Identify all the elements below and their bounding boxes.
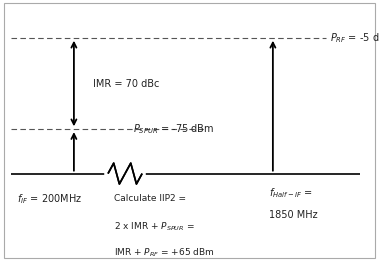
- Text: $f_{Half-IF}$ =: $f_{Half-IF}$ =: [269, 187, 313, 200]
- Text: $P_{SPUR}$ = -75 dBm: $P_{SPUR}$ = -75 dBm: [133, 122, 214, 136]
- Text: $f_{IF}$ = 200MHz: $f_{IF}$ = 200MHz: [17, 192, 82, 206]
- Text: $P_{RF}$ = -5 dBm: $P_{RF}$ = -5 dBm: [330, 31, 379, 45]
- Text: 1850 MHz: 1850 MHz: [269, 210, 318, 220]
- Text: IMR + $P_{RF}$ = +65 dBm: IMR + $P_{RF}$ = +65 dBm: [114, 247, 215, 259]
- Text: 2 x IMR + $P_{SPUR}$ =: 2 x IMR + $P_{SPUR}$ =: [114, 221, 194, 233]
- Text: Calculate IIP2 =: Calculate IIP2 =: [114, 194, 186, 203]
- Text: IMR = 70 dBc: IMR = 70 dBc: [93, 79, 159, 88]
